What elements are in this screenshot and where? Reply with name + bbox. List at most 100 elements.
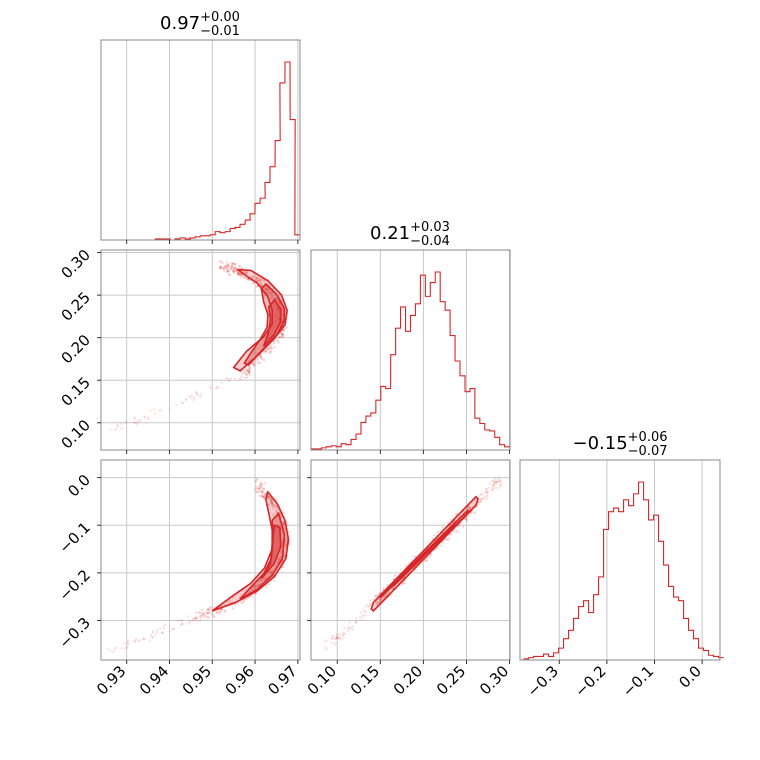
sample-point (201, 614, 204, 617)
sample-point (226, 268, 229, 272)
panel-frame-2d-1-2 (100, 249, 301, 451)
x-tick-label: 0.96 (222, 662, 258, 698)
sample-point (274, 497, 278, 501)
x-tick-label: 0.25 (433, 662, 469, 698)
sample-point (206, 611, 210, 615)
sample-point (266, 497, 269, 500)
sample-point (268, 495, 271, 499)
sample-point (200, 393, 203, 396)
sample-point (126, 646, 129, 649)
sample-point (160, 631, 164, 635)
sample-point (278, 336, 281, 339)
sample-point (277, 301, 281, 304)
sample-point (258, 279, 261, 282)
sample-point (277, 336, 280, 339)
sample-point (499, 478, 503, 482)
sample-point (224, 264, 227, 267)
sample-point (403, 581, 407, 585)
sample-point (274, 504, 277, 507)
sample-point (247, 591, 250, 594)
sample-point (238, 377, 241, 381)
sample-point (325, 648, 328, 651)
sample-point (240, 593, 243, 597)
sample-point (447, 538, 450, 542)
sample-point (256, 584, 259, 588)
sample-point (143, 415, 146, 418)
sample-point (220, 381, 223, 384)
sample-point (391, 586, 394, 590)
sample-point (347, 625, 350, 628)
sample-point (251, 276, 254, 280)
sample-point (335, 636, 338, 639)
sample-point (202, 612, 205, 615)
sample-point (240, 372, 243, 375)
sample-point (278, 558, 282, 561)
sample-point (207, 611, 211, 614)
sample-point (371, 601, 374, 605)
sample-point (284, 544, 287, 547)
sample-point (401, 582, 404, 586)
sample-point (272, 503, 275, 507)
sample-point (226, 269, 229, 273)
sample-point (333, 643, 336, 646)
sample-point (202, 616, 205, 619)
sample-point (251, 362, 255, 365)
data-layer (105, 61, 724, 660)
sample-point (473, 511, 477, 515)
sample-point (254, 592, 257, 595)
sample-point (257, 277, 260, 280)
sample-point (269, 292, 272, 296)
sample-point (362, 608, 365, 611)
sample-point (342, 632, 345, 635)
sample-point (271, 297, 274, 301)
sample-point (247, 596, 251, 599)
sample-point (218, 267, 221, 270)
titles-layer: 0.97+0.00 −0.01 0.21+0.03 −0.04 −0.15+0.06 −0… (160, 10, 667, 459)
scatter-param1-param3-tail (106, 611, 203, 653)
sample-point (251, 362, 254, 365)
sample-point (385, 593, 388, 596)
sample-point (237, 271, 241, 275)
sample-point (270, 570, 274, 573)
sample-point (432, 533, 436, 537)
sample-point (259, 481, 262, 485)
x-tick-label: 0.97 (264, 662, 300, 698)
sample-point (495, 480, 498, 483)
sample-point (242, 369, 245, 372)
sample-point (265, 289, 268, 292)
sample-point (133, 417, 136, 420)
sample-point (270, 570, 274, 573)
sample-point (270, 499, 273, 502)
sample-point (486, 494, 489, 497)
sample-point (368, 603, 372, 606)
sample-point (181, 622, 184, 625)
sample-point (235, 269, 238, 273)
sample-point (206, 609, 209, 612)
sample-point (237, 271, 240, 274)
frames-layer (100, 39, 721, 661)
sample-point (270, 343, 274, 346)
sample-point (234, 262, 237, 266)
sample-point (500, 481, 503, 484)
sample-point (275, 339, 279, 342)
sample-point (323, 640, 326, 643)
sample-point (247, 369, 250, 373)
sample-point (258, 494, 261, 498)
sample-point (277, 557, 280, 560)
sample-point (112, 650, 115, 653)
sample-point (279, 303, 282, 306)
sample-point (493, 481, 497, 484)
sample-point (366, 604, 369, 607)
sample-point (194, 390, 197, 394)
sample-point (469, 507, 472, 510)
sample-point (331, 634, 334, 637)
sample-point (266, 347, 269, 350)
sample-point (283, 553, 287, 557)
sample-point (277, 339, 280, 343)
y-tick-label: −0.3 (56, 614, 94, 652)
histogram-param3 (523, 481, 724, 660)
sample-point (164, 623, 167, 626)
sample-point (281, 335, 285, 338)
sample-point (260, 357, 264, 361)
sample-point (441, 526, 444, 529)
